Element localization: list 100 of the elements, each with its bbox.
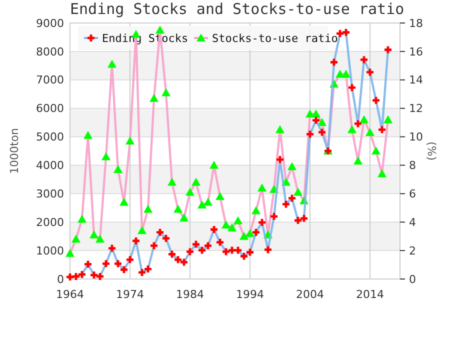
point (204, 198, 212, 206)
y-tick-label: 3000 (36, 188, 64, 201)
x-tick-label: 2004 (296, 288, 324, 301)
chart-title: Ending Stocks and Stocks-to-use ratio (70, 0, 404, 18)
point (192, 178, 200, 186)
point (276, 125, 284, 134)
y-tick-label: 0 (57, 272, 64, 286)
y-tick-label: 5000 (36, 130, 64, 144)
point (222, 248, 230, 256)
point (216, 238, 224, 246)
point (264, 246, 272, 254)
x-tick-label: 2014 (356, 288, 384, 301)
point (66, 248, 74, 257)
point (372, 146, 380, 154)
point (162, 88, 170, 96)
y-tick-label: 4000 (36, 159, 64, 172)
y-axis-title: 1000ton (8, 128, 21, 174)
point (84, 260, 92, 268)
point (354, 156, 362, 164)
y-tick-label: 9000 (36, 16, 64, 30)
point (186, 188, 194, 196)
point (372, 96, 380, 104)
point (342, 28, 350, 36)
point (306, 130, 314, 138)
point (378, 169, 386, 178)
point (288, 194, 296, 202)
point (126, 136, 134, 145)
point (174, 204, 182, 213)
point (348, 84, 356, 92)
point (90, 230, 98, 238)
x-tick-label: 1964 (56, 288, 84, 301)
point (72, 234, 80, 243)
point (294, 188, 302, 196)
point (366, 128, 374, 136)
point (360, 56, 368, 64)
point (120, 198, 128, 206)
point (234, 216, 242, 224)
point (318, 128, 326, 136)
point (246, 228, 254, 237)
y-tick-label: 2000 (36, 216, 64, 229)
point (228, 223, 236, 232)
point (198, 200, 206, 209)
point (144, 204, 152, 213)
point (384, 115, 392, 124)
point (348, 125, 356, 134)
point (198, 246, 206, 254)
point (366, 68, 374, 76)
y2-tick-label: 14 (409, 74, 423, 87)
point (186, 248, 194, 256)
point (312, 116, 320, 124)
point (282, 200, 290, 208)
point (180, 213, 188, 222)
y2-tick-label: 16 (409, 45, 423, 58)
y2-tick-label: 0 (409, 272, 416, 286)
point (180, 258, 188, 266)
point (120, 266, 128, 274)
y2-tick-label: 6 (409, 188, 416, 201)
point (96, 234, 104, 243)
point (84, 130, 92, 139)
point (234, 246, 242, 254)
x-tick-label: 1974 (116, 288, 144, 301)
point (192, 240, 200, 248)
point (138, 226, 146, 234)
y2-tick-label: 12 (409, 102, 423, 116)
point (150, 94, 158, 102)
point (78, 270, 86, 278)
point (174, 256, 182, 264)
point (330, 58, 338, 66)
y-tick-label: 6000 (36, 102, 64, 116)
point (156, 228, 164, 236)
y-tick-label: 8000 (36, 45, 64, 58)
point (78, 214, 86, 223)
point (102, 152, 110, 160)
point (252, 228, 260, 236)
point (246, 248, 254, 256)
point (222, 220, 230, 228)
point (126, 256, 134, 264)
point (108, 244, 116, 252)
legend-label: Ending Stocks (102, 32, 188, 45)
point (360, 115, 368, 124)
point (150, 242, 158, 250)
point (72, 272, 80, 280)
y2-tick-label: 4 (409, 216, 416, 229)
y-tick-label: 1000 (36, 244, 64, 258)
point (168, 178, 176, 186)
point (102, 260, 110, 268)
y2-tick-label: 2 (409, 244, 416, 258)
point (258, 183, 266, 192)
point (114, 164, 122, 173)
point (288, 162, 296, 170)
point (216, 192, 224, 200)
y2-tick-label: 18 (409, 16, 423, 30)
point (318, 118, 326, 126)
x-tick-label: 1984 (176, 288, 204, 301)
point (168, 250, 176, 258)
point (252, 206, 260, 214)
point (96, 272, 104, 280)
y2-tick-label: 8 (409, 159, 416, 172)
point (258, 218, 266, 226)
point (270, 212, 278, 220)
